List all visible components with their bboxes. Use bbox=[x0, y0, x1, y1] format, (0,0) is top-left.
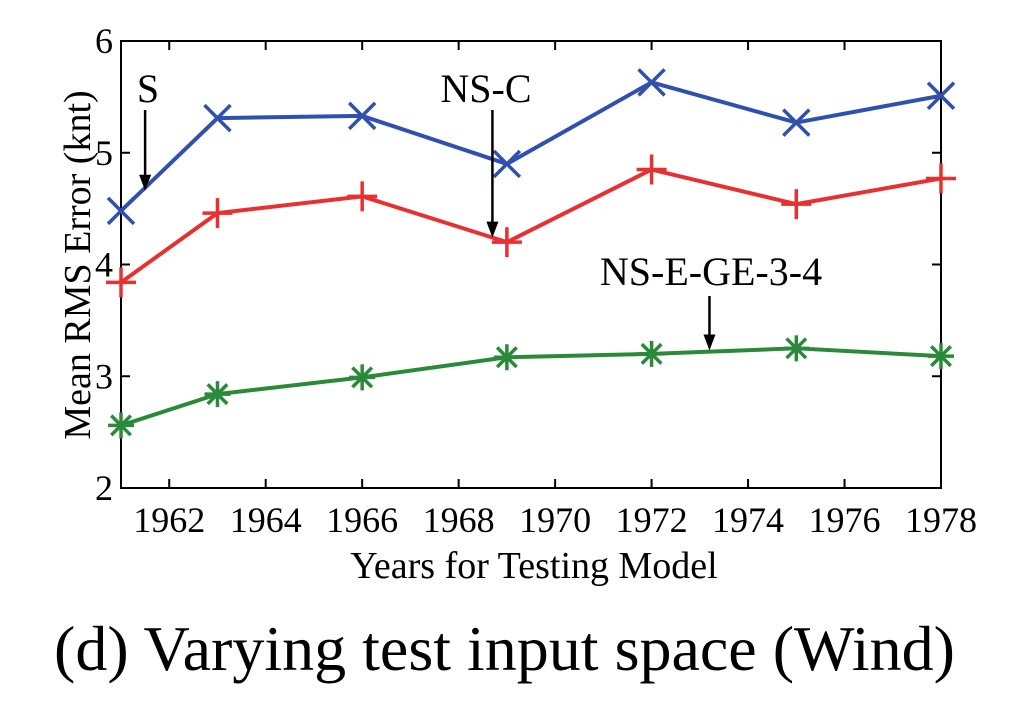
data-point bbox=[636, 154, 667, 185]
figure-caption: (d) Varying test input space (Wind) bbox=[54, 613, 955, 684]
data-point bbox=[106, 267, 136, 298]
data-point bbox=[349, 364, 376, 391]
annotation-label: NS-E-GE-3-4 bbox=[600, 249, 822, 294]
x-tick-label: 1970 bbox=[519, 500, 591, 540]
x-tick-label: 1966 bbox=[326, 500, 398, 540]
data-point bbox=[203, 103, 232, 133]
x-tick-label: 1962 bbox=[133, 500, 205, 540]
x-axis-label: Years for Testing Model bbox=[350, 545, 717, 587]
data-point bbox=[781, 189, 812, 220]
data-point bbox=[782, 108, 811, 137]
data-point bbox=[637, 68, 666, 97]
data-point bbox=[347, 181, 378, 212]
y-tick-label: 6 bbox=[95, 21, 113, 61]
arrow-head bbox=[139, 174, 152, 191]
data-point bbox=[491, 227, 522, 258]
data-point bbox=[347, 101, 377, 131]
series-line bbox=[120, 346, 942, 428]
x-tick-label: 1974 bbox=[712, 500, 784, 540]
y-tick-label: 4 bbox=[95, 245, 113, 285]
arrow-head bbox=[703, 334, 716, 351]
data-point bbox=[106, 196, 136, 226]
series-ns-e-ge-3-4 bbox=[108, 335, 954, 439]
data-point bbox=[202, 198, 233, 229]
x-tick-label: 1978 bbox=[905, 500, 977, 540]
data-point bbox=[926, 163, 956, 194]
annotation-label: NS-C bbox=[440, 66, 531, 111]
line-chart: 1962 1964 1966 1968 1970 1972 1974 1976 1978 2 3 4 5… bbox=[57, 21, 977, 587]
data-point bbox=[926, 81, 956, 110]
x-tick-label: 1964 bbox=[230, 500, 302, 540]
y-axis-label: Mean RMS Error (knt) bbox=[57, 90, 99, 439]
annotation-ns-e-ge-3-4: NS-E-GE-3-4 bbox=[600, 249, 822, 351]
data-point bbox=[492, 149, 522, 179]
x-tick-label: 1976 bbox=[809, 500, 881, 540]
annotation-label: S bbox=[137, 66, 159, 111]
data-point bbox=[783, 335, 810, 362]
data-point bbox=[928, 343, 954, 370]
y-tick-label: 2 bbox=[95, 468, 113, 508]
x-tick-label: 1972 bbox=[616, 500, 688, 540]
annotation-ns-c: NS-C bbox=[440, 66, 532, 238]
annotation-s: S bbox=[137, 66, 159, 191]
arrow-head bbox=[486, 221, 499, 238]
series-ns-c bbox=[106, 154, 956, 298]
data-point bbox=[638, 340, 665, 367]
data-point bbox=[108, 412, 134, 439]
x-tick-label: 1968 bbox=[423, 500, 495, 540]
y-tick-label: 5 bbox=[95, 133, 113, 173]
y-tick-label: 3 bbox=[95, 356, 113, 396]
series-s bbox=[106, 68, 956, 226]
data-point bbox=[204, 381, 231, 408]
data-point bbox=[493, 344, 520, 371]
